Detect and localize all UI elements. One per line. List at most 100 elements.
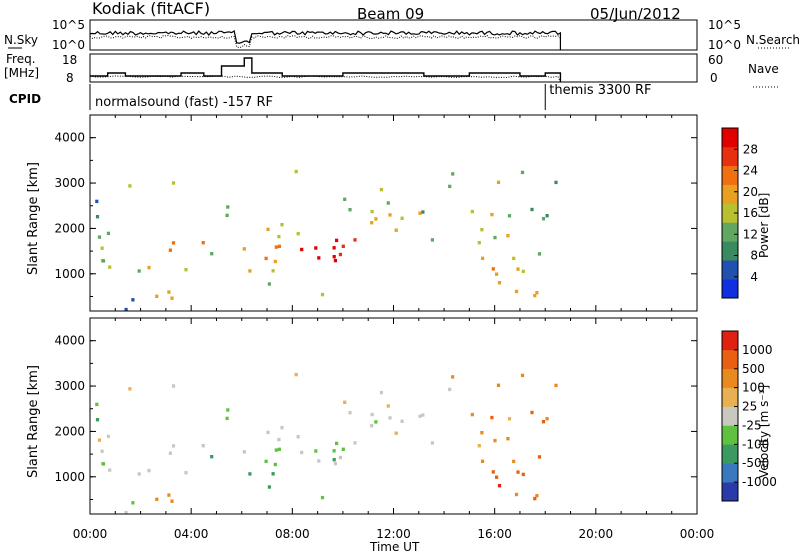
freq-series — [90, 57, 562, 82]
station-title: Kodiak (fitACF) — [92, 0, 210, 18]
velocity-cell — [521, 472, 525, 477]
power-cell — [541, 217, 546, 221]
power-cell — [470, 209, 474, 214]
power-cell — [124, 307, 128, 312]
power-cbar-tick: 20 — [743, 185, 758, 199]
power-cell — [131, 298, 135, 302]
power-cbar-tick: 4 — [750, 270, 758, 284]
nsearch-right-label: N.Search — [746, 33, 800, 47]
power-cell — [341, 244, 345, 248]
velocity-cbar-label: Velocity [m s⁻¹] — [757, 385, 771, 478]
power-cell — [320, 292, 325, 297]
velocity-cell — [338, 455, 342, 460]
colorbar-swatch — [722, 425, 738, 445]
velocity-cell — [171, 384, 176, 388]
power-cell — [348, 208, 352, 212]
colorbar-swatch — [722, 279, 738, 299]
nsky-tick-bottom: 10^0 — [52, 38, 85, 52]
power-cell — [480, 228, 484, 232]
power-cell — [418, 211, 422, 215]
power-cell — [106, 231, 110, 236]
velocity-cell — [280, 426, 284, 430]
power-cell — [242, 247, 246, 251]
power-cell — [100, 246, 104, 250]
power-frame — [89, 114, 698, 312]
x-tick-label: 00:00 — [73, 527, 108, 541]
power-panel: 1000 2000 3000 4000 Slant Range [km] 4 8 12 16… — [26, 114, 771, 312]
power-cell — [266, 227, 270, 232]
power-cell — [421, 210, 425, 214]
velocity-cell — [451, 375, 455, 379]
y-tick-label: 4000 — [54, 334, 85, 348]
velocity-cell — [300, 450, 304, 455]
velocity-cell — [430, 441, 434, 445]
power-cell — [314, 246, 318, 250]
velocity-cbar-tick: 500 — [742, 362, 765, 376]
power-cell — [168, 248, 172, 252]
power-cell — [273, 259, 277, 264]
nsearch-tick-top: 10^5 — [708, 18, 741, 32]
x-tick-label: 16:00 — [477, 527, 512, 541]
velocity-cell — [248, 472, 252, 476]
x-tick-label: 04:00 — [174, 527, 209, 541]
power-cbar-tick: 28 — [743, 142, 758, 156]
velocity-cell — [124, 510, 128, 515]
colorbar-swatch — [722, 128, 738, 148]
velocity-cell — [101, 462, 106, 466]
velocity-cell — [317, 459, 321, 463]
power-cell — [101, 259, 106, 263]
freq-tick-bottom: 8 — [66, 71, 74, 85]
velocity-cell — [335, 441, 339, 446]
velocity-panel: 1000 2000 3000 4000 Slant Range [km] 1000 50… — [26, 317, 777, 515]
power-cell — [274, 245, 278, 249]
velocity-cell — [386, 404, 390, 408]
power-cell — [277, 234, 281, 239]
y-tick-label: 2000 — [54, 221, 85, 235]
velocity-cell — [226, 408, 230, 412]
velocity-cbar-tick: 25 — [742, 400, 757, 414]
y-tick-label: 3000 — [54, 379, 85, 393]
power-cell — [370, 209, 374, 214]
freq-panel: Freq. [MHz] 18 8 60 0 Nave — [4, 52, 779, 88]
velocity-cell — [348, 411, 352, 415]
velocity-frame — [89, 317, 698, 515]
velocity-cell — [320, 495, 325, 500]
time-axis-label: Time UT — [369, 540, 420, 554]
power-cell — [171, 241, 176, 245]
velocity-cell — [370, 424, 374, 428]
velocity-cell — [168, 451, 172, 455]
velocity-cell — [264, 459, 268, 464]
velocity-cell — [332, 449, 336, 453]
y-tick-label: 4000 — [54, 131, 85, 145]
velocity-cell — [394, 431, 398, 435]
power-cell — [545, 214, 549, 218]
velocity-colorbar: 1000 500 100 25 -25 -100 -500 -1000 — [721, 330, 777, 502]
velocity-cell — [495, 475, 499, 479]
velocity-cell — [507, 417, 512, 421]
velocity-cell — [106, 434, 110, 439]
velocity-cell — [333, 461, 337, 466]
velocity-cell — [131, 501, 135, 505]
velocity-cell — [490, 415, 494, 420]
power-cell — [95, 215, 100, 219]
nave-tick-bottom: 0 — [710, 71, 718, 85]
freq-label: Freq. — [6, 52, 36, 66]
power-cell — [497, 281, 502, 285]
power-cell — [332, 255, 336, 259]
power-cell — [271, 269, 275, 273]
velocity-cbar-tick: -100 — [742, 437, 769, 451]
colorbar-swatch — [722, 387, 738, 407]
power-cell — [521, 269, 525, 274]
velocity-cell — [470, 412, 474, 417]
velocity-cell — [535, 494, 539, 498]
power-cell — [388, 213, 392, 217]
velocity-cell — [341, 447, 345, 451]
velocity-cbar-tick: 100 — [742, 381, 765, 395]
velocity-cell — [516, 470, 520, 474]
velocity-cell — [273, 462, 277, 467]
power-cell — [448, 184, 452, 189]
velocity-ylabel: Slant Range [km] — [26, 365, 41, 478]
velocity-cell — [514, 492, 519, 497]
colorbar-swatch — [722, 165, 738, 185]
beam-title: Beam 09 — [357, 5, 424, 23]
